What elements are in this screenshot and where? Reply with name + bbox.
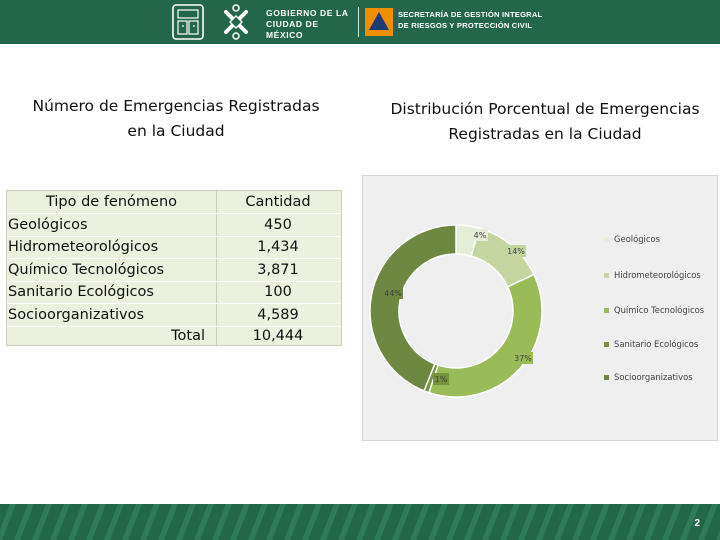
footer-bar: 2 — [0, 504, 720, 540]
table-title: Número de Emergencias Registradas en la … — [6, 94, 346, 144]
gov-title-line2: CIUDAD DE MÉXICO — [266, 19, 319, 40]
table-title-line2: en la Ciudad — [127, 122, 225, 140]
legend-swatch — [604, 341, 609, 347]
secretaria-title-line1: SECRETARÍA DE GESTIÓN INTEGRAL — [398, 10, 543, 19]
table-row: Geológicos 450 — [7, 214, 341, 237]
total-value: 10,444 — [252, 328, 304, 344]
legend-item: Socioorganizativos — [604, 372, 693, 382]
total-label: Total — [171, 328, 205, 344]
legend-label: Sanitario Ecológicos — [614, 339, 699, 349]
data-label-box — [472, 229, 488, 241]
data-label: 44% — [384, 289, 402, 298]
data-label-box — [506, 245, 526, 257]
row-rule — [7, 235, 341, 237]
gov-title-line1: GOBIERNO DE LA — [266, 8, 349, 18]
legend-swatch — [604, 307, 609, 313]
data-label-box — [383, 287, 403, 299]
table-row: Sanitario Ecológicos 100 — [7, 281, 341, 304]
cell-tipo: Sanitario Ecológicos — [8, 284, 154, 300]
legend-swatch — [604, 236, 609, 242]
data-label: 4% — [474, 231, 487, 240]
chart-title: Distribución Porcentual de Emergencias R… — [360, 97, 720, 147]
footer-stripes-decoration — [0, 504, 720, 540]
legend-swatch — [604, 374, 609, 380]
cell-cantidad: 100 — [264, 284, 292, 300]
header-divider — [358, 7, 359, 37]
table-row: Hidrometeorológicos 1,434 — [7, 236, 341, 259]
table-row: Químico Tecnológicos 3,871 — [7, 259, 341, 282]
legend-item: Químico Tecnológicos — [604, 305, 704, 315]
legend-item: Sanitario Ecológicos — [604, 339, 698, 349]
legend-swatch — [604, 272, 609, 278]
cell-tipo: Geológicos — [8, 216, 88, 233]
emergencies-table: Tipo de fenómeno Cantidad Geológicos 450… — [6, 190, 342, 346]
col-header-cantidad: Cantidad — [245, 194, 311, 210]
legend-label: Hidrometeorológicos — [614, 270, 701, 280]
legend-item: Geológicos — [604, 234, 660, 244]
secretaria-title-line2: DE RIESGOS Y PROTECCIÓN CIVIL — [398, 21, 533, 30]
cell-tipo: Socio­organizativos — [8, 306, 145, 323]
table-title-line1: Número de Emergencias Registradas — [32, 97, 320, 115]
legend-label: Químico Tecnológicos — [614, 305, 705, 315]
chart-title-line2: Registradas en la Ciudad — [448, 125, 642, 143]
gov-title: GOBIERNO DE LA CIUDAD DE MÉXICO — [266, 8, 352, 41]
table-total-row: Total 10,444 — [7, 325, 341, 348]
row-rule — [7, 280, 341, 282]
cdmx-logo-icon — [212, 2, 260, 42]
secretaria-title: SECRETARÍA DE GESTIÓN INTEGRAL DE RIESGO… — [398, 9, 578, 31]
row-rule — [7, 258, 341, 259]
cell-cantidad: 1,434 — [257, 239, 299, 255]
column-divider — [216, 191, 217, 345]
table-header-row: Tipo de fenómeno Cantidad — [7, 191, 341, 214]
cdmx-seal-icon — [168, 2, 208, 42]
legend-item: Hidrometeorológicos — [604, 270, 701, 280]
data-label-box — [513, 352, 533, 364]
header-bar: GOBIERNO DE LA CIUDAD DE MÉXICO SECRETAR… — [0, 0, 720, 44]
cell-cantidad: 4,589 — [257, 306, 299, 323]
cell-cantidad: 450 — [264, 216, 292, 233]
cell-tipo: Químico Tecnológicos — [8, 261, 165, 278]
data-label-box — [433, 373, 449, 385]
table-row: Socio­organizativos 4,589 — [7, 304, 341, 327]
data-label: 1% — [435, 375, 448, 384]
data-label: 37% — [514, 354, 532, 363]
cell-cantidad: 3,871 — [257, 261, 299, 278]
donut-slice-4 — [369, 224, 457, 392]
row-rule — [7, 325, 341, 327]
col-header-tipo: Tipo de fenómeno — [45, 194, 178, 210]
page-number: 2 — [694, 518, 700, 529]
row-rule — [7, 213, 341, 214]
row-rule — [7, 303, 341, 304]
legend-label: Socioorganizativos — [614, 372, 693, 382]
legend-label: Geológicos — [614, 234, 660, 244]
civil-protection-icon — [364, 2, 394, 42]
cell-tipo: Hidrometeorológicos — [8, 239, 159, 255]
chart-title-line1: Distribución Porcentual de Emergencias — [390, 100, 700, 118]
data-label: 14% — [507, 247, 525, 256]
